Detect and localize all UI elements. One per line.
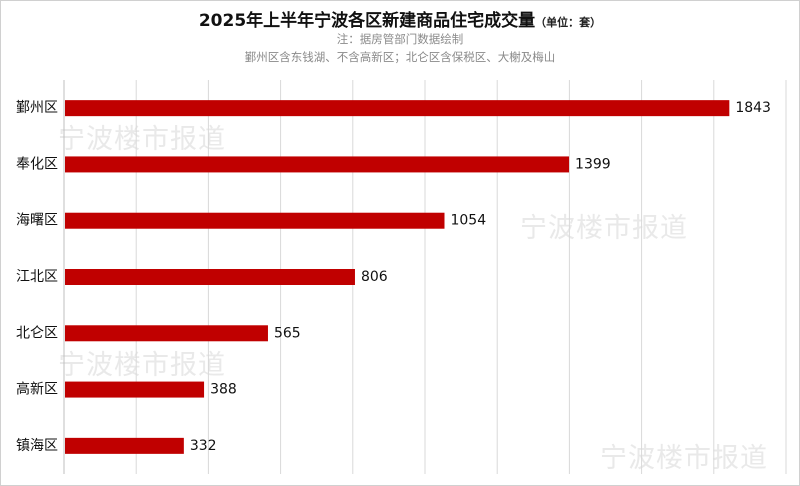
bar: [65, 269, 355, 285]
category-label: 海曙区: [16, 213, 58, 229]
data-label: 1843: [735, 100, 771, 116]
bar: [65, 381, 205, 398]
data-label: 565: [274, 325, 301, 341]
bar: [65, 325, 268, 342]
category-label: 镇海区: [16, 438, 58, 454]
bar: [65, 156, 570, 173]
chart-unit-label: （单位：套）: [535, 16, 602, 29]
category-label: 江北区: [16, 269, 58, 285]
chart-title: 2025年上半年宁波各区新建商品住宅成交量: [198, 11, 536, 31]
data-label: 1399: [575, 156, 611, 172]
category-label: 北仑区: [16, 325, 58, 341]
category-label: 鄞州区: [16, 100, 58, 116]
data-label: 332: [190, 438, 217, 454]
chart-title-row: 2025年上半年宁波各区新建商品住宅成交量（单位：套）: [0, 6, 800, 31]
data-label: 806: [361, 269, 388, 285]
chart-note-scope: 鄞州区含东钱湖、不含高新区；北仑区含保税区、大榭及梅山: [244, 50, 556, 64]
bar: [65, 437, 184, 454]
category-label: 奉化区: [16, 156, 58, 172]
bar: [65, 100, 730, 117]
chart-note-source: 注：据房管部门数据绘制: [336, 32, 464, 46]
category-label: 高新区: [16, 381, 58, 398]
bar: [65, 212, 445, 229]
data-label: 1054: [450, 213, 486, 229]
data-label: 388: [210, 382, 237, 398]
